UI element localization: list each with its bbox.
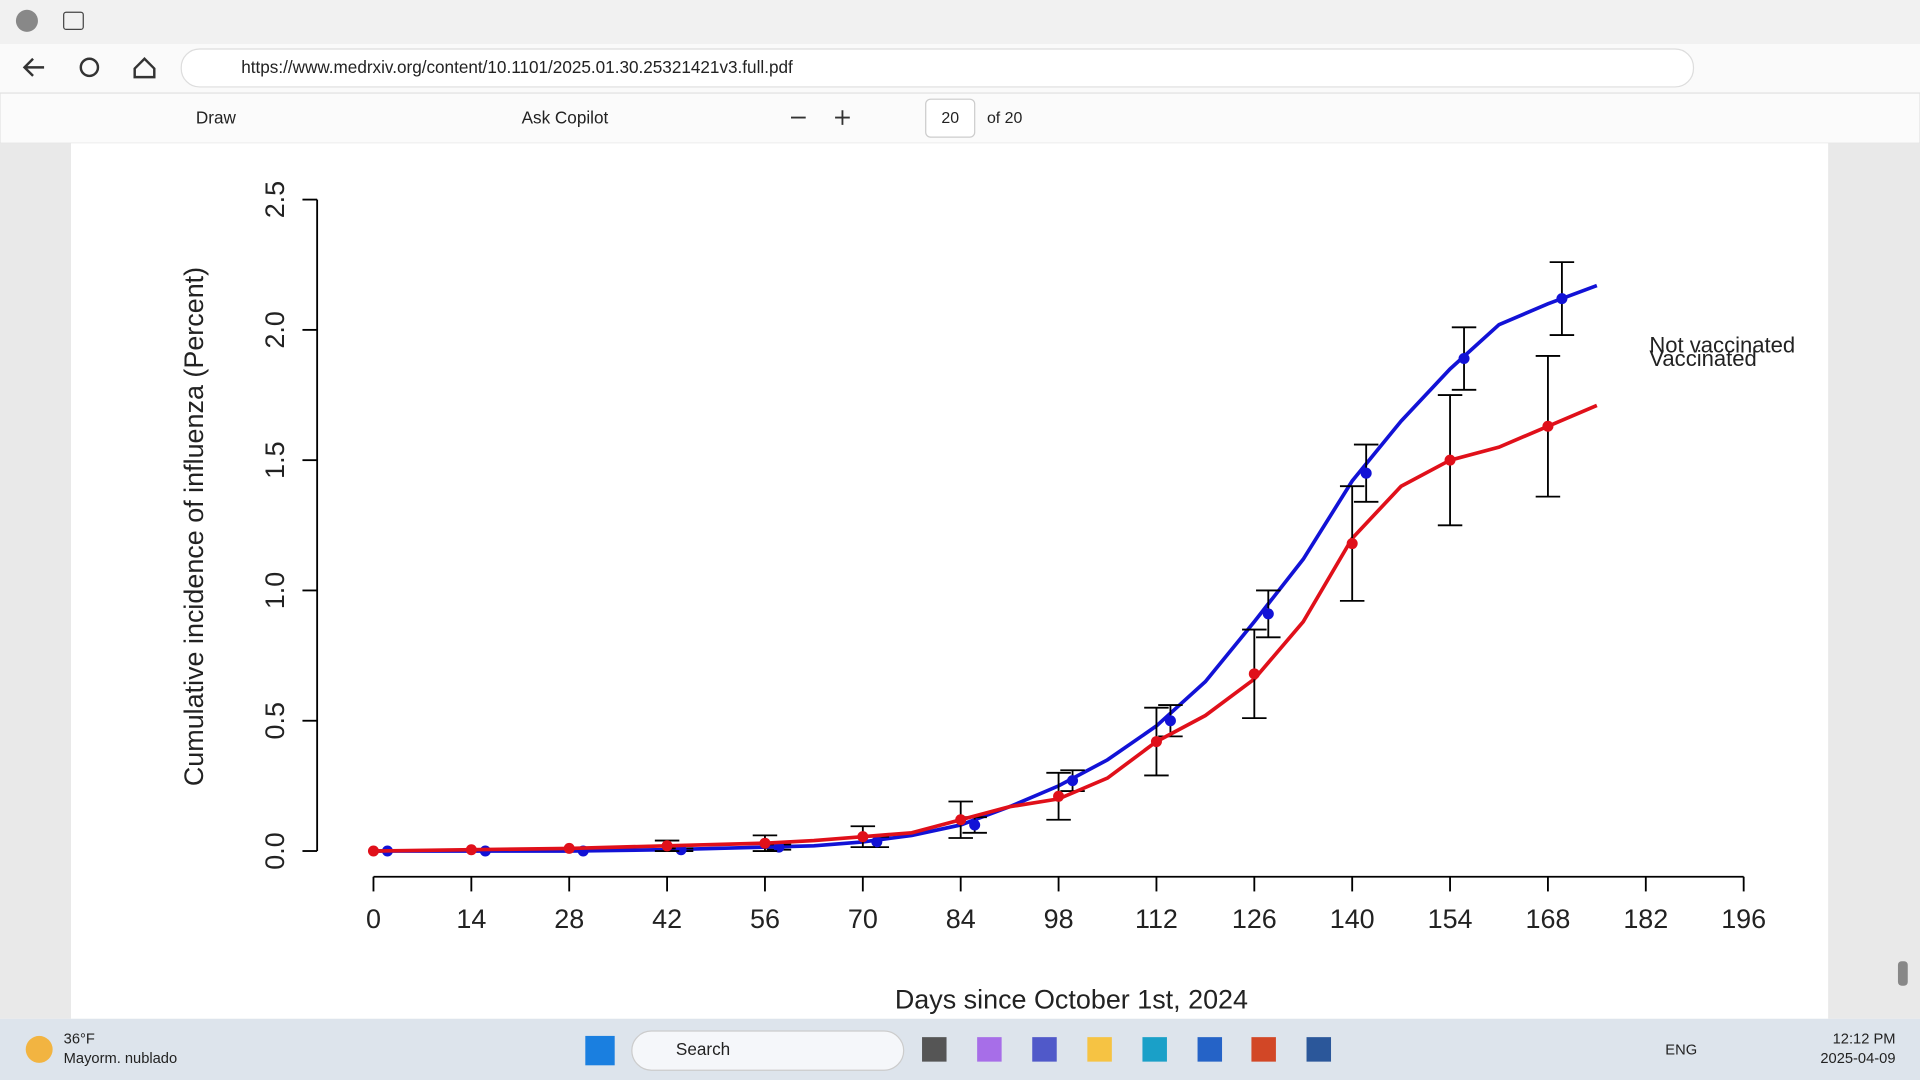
search-box[interactable] (631, 1030, 905, 1071)
point (1248, 668, 1260, 680)
point (1067, 775, 1079, 787)
y-axis-label: Cumulative incidence of influenza (Perce… (179, 267, 209, 786)
x-tick-label: 70 (848, 904, 878, 934)
weather-temp: 36°F (64, 1031, 95, 1047)
x-tick-label: 56 (750, 904, 780, 934)
x-tick-label: 140 (1330, 904, 1375, 934)
tab-bar (0, 0, 1920, 45)
taskbar-apps (922, 1037, 1332, 1062)
app-icon[interactable] (1032, 1037, 1057, 1062)
zoom-buttons[interactable] (791, 110, 850, 125)
x-tick-label: 182 (1623, 904, 1668, 934)
x-tick-label: 168 (1525, 904, 1570, 934)
legend-label: Not vaccinated (1649, 332, 1795, 357)
app-icon[interactable] (1306, 1037, 1332, 1062)
point (1444, 454, 1456, 466)
legend-label: Vaccinated (1649, 346, 1756, 371)
app-icon[interactable] (1087, 1037, 1112, 1062)
point (1053, 790, 1065, 802)
x-tick-label: 14 (456, 904, 486, 934)
point (969, 819, 981, 831)
y-tick-label: 1.0 (260, 572, 290, 609)
point (1458, 353, 1470, 365)
point (857, 831, 869, 843)
point (661, 840, 673, 852)
pdf-page (71, 143, 1829, 1019)
x-tick-label: 154 (1428, 904, 1473, 934)
point (1164, 715, 1176, 727)
point (871, 836, 883, 848)
point (1150, 736, 1162, 748)
page-input[interactable] (925, 98, 976, 138)
url: https://www.medrxiv.org/content/10.1101/… (241, 57, 793, 77)
series-line (373, 283, 1598, 853)
point (1542, 420, 1554, 432)
x-tick-label: 112 (1135, 904, 1178, 934)
start-button[interactable] (585, 1035, 615, 1066)
app-icon[interactable] (1251, 1037, 1276, 1062)
y-tick-label: 1.5 (260, 441, 290, 478)
x-tick-label: 196 (1721, 904, 1766, 934)
point (465, 844, 477, 856)
x-tick-label: 0 (366, 904, 381, 934)
weather-icon[interactable] (25, 1035, 53, 1063)
app-icon[interactable] (977, 1037, 1002, 1062)
address-bar[interactable] (180, 48, 1695, 88)
point (563, 842, 575, 854)
back-button[interactable] (22, 57, 45, 77)
point (1360, 467, 1372, 479)
y-tick-label: 0.5 (260, 702, 290, 739)
ask-copilot[interactable]: Ask Copilot (522, 107, 609, 127)
search-text: Search (676, 1039, 730, 1059)
y-tick-label: 2.0 (260, 311, 290, 348)
app-icon[interactable] (1142, 1037, 1167, 1062)
x-tick-label: 126 (1232, 904, 1277, 934)
point (367, 845, 379, 857)
point (1556, 293, 1568, 305)
x-tick-label: 28 (554, 904, 584, 934)
weather-text: Mayorm. nublado (64, 1051, 177, 1067)
x-tick-label: 84 (946, 904, 976, 934)
profile[interactable] (15, 9, 38, 32)
tabs (15, 9, 84, 32)
clock-date: 2025-04-09 (1820, 1051, 1895, 1067)
taskbar (0, 1018, 1920, 1080)
point (759, 837, 771, 849)
scrollbar[interactable] (1897, 961, 1908, 986)
y-tick-label: 2.5 (260, 181, 290, 218)
y-tick-label: 0.0 (260, 832, 290, 869)
home-button[interactable] (133, 57, 156, 79)
clock-time: 12:12 PM (1833, 1031, 1896, 1047)
reload-button[interactable] (79, 57, 100, 78)
page-count: of 20 (987, 110, 1023, 127)
x-tick-label: 98 (1044, 904, 1074, 934)
tab-actions[interactable] (63, 11, 84, 30)
app-icon[interactable] (1197, 1037, 1223, 1062)
draw-button[interactable]: Draw (196, 107, 237, 127)
language[interactable]: ENG (1665, 1042, 1697, 1058)
x-axis-label: Days since October 1st, 2024 (895, 985, 1248, 1015)
point (1262, 608, 1274, 620)
point (1346, 538, 1358, 550)
page-number: 20 (941, 110, 959, 127)
chart: Cumulative incidence of influenza (Perce… (179, 181, 1795, 1015)
point (955, 814, 967, 826)
series-line (373, 403, 1598, 853)
x-tick-label: 42 (652, 904, 682, 934)
app-icon[interactable] (922, 1037, 947, 1062)
